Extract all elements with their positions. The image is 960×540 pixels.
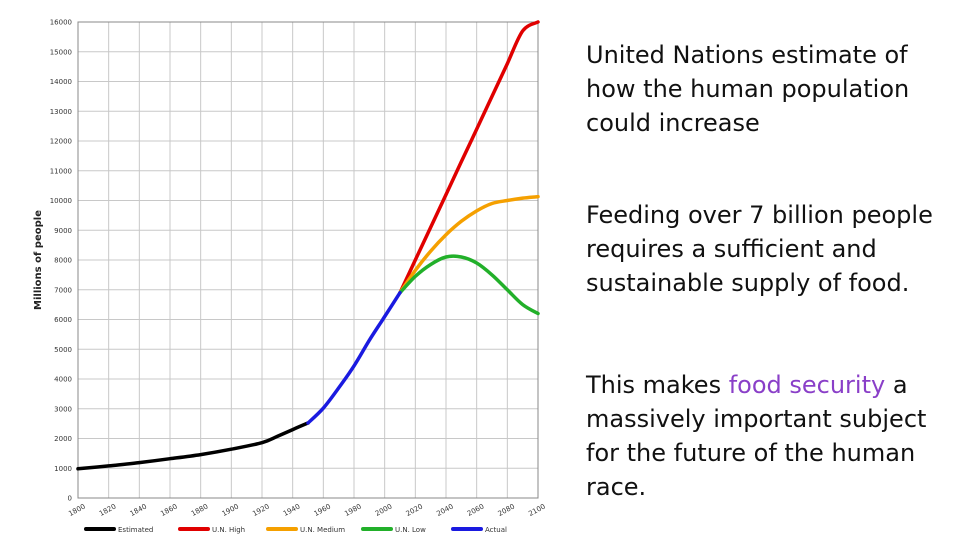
y-tick-label: 3000 [54,405,72,413]
y-tick-label: 10000 [50,197,72,205]
x-tick-label: 2000 [374,503,393,518]
y-tick-label: 12000 [50,138,72,146]
food-security-highlight: food security [728,371,886,399]
x-tick-label: 1900 [221,503,240,518]
legend-label: U.N. High [212,526,245,534]
y-tick-label: 2000 [54,435,72,443]
y-tick-label: 9000 [54,227,72,235]
x-tick-label: 1840 [129,503,148,518]
y-axis-label: Millions of people [33,210,44,310]
population-chart: 0 1000 2000 3000 4000 5000 6000 7000 8000 9000 100… [33,19,547,535]
legend-label: Actual [485,526,507,534]
legend-label: U.N. Medium [300,526,345,534]
x-tick-label: 1940 [282,503,301,518]
x-tick-label: 2020 [405,503,424,518]
y-tick-label: 0 [68,495,72,503]
p3-after: a massively important subject for the fu… [586,371,927,501]
x-tick-label: 1880 [190,503,209,518]
chart-grid [77,21,539,499]
x-tick-label: 1860 [159,503,178,518]
legend-label: Estimated [118,526,153,534]
x-tick-label: 2080 [497,503,516,518]
y-tick-label: 14000 [50,78,72,86]
series-line-estimated [76,421,310,471]
y-tick-label: 11000 [50,167,72,175]
series-line-u-n-low [398,254,540,316]
chart-lines [76,20,540,471]
y-tick-label: 16000 [50,19,72,27]
p3-before: This makes [586,371,729,399]
x-tick-label: 1800 [67,503,86,518]
x-tick-label: 1820 [98,503,117,518]
y-tick-label: 1000 [54,465,72,473]
series-line-actual [306,290,402,425]
y-tick-label: 6000 [54,316,72,324]
y-tick-label: 8000 [54,257,72,265]
x-tick-label: 1980 [343,503,362,518]
series-line-u-n-medium [398,194,540,295]
y-tick-label: 4000 [54,376,72,384]
x-tick-label: 1960 [313,503,332,518]
paragraph-un-estimate: United Nations estimate of how the human… [586,41,910,137]
plot-frame [77,21,539,499]
y-tick-label: 7000 [54,286,72,294]
legend-label: U.N. Low [395,526,426,534]
x-tick-label: 1920 [251,503,270,518]
x-axis-ticks: 1800 1820 1840 1860 1880 1900 1920 1940 1960 1980… [67,503,546,518]
y-tick-label: 15000 [50,48,72,56]
x-tick-label: 2040 [435,503,454,518]
chart-legend: Estimated U.N. High U.N. Medium U.N. Low Act… [84,526,507,534]
paragraph-food-security: This makes food security a massively imp… [586,368,956,504]
x-tick-label: 2100 [527,503,546,518]
y-axis-ticks: 0 1000 2000 3000 4000 5000 6000 7000 8000 9000 100… [50,19,72,503]
series-line-u-n-high [398,20,540,295]
y-tick-label: 5000 [54,346,72,354]
y-tick-label: 13000 [50,108,72,116]
paragraph-feeding: Feeding over 7 billion people requires a… [586,201,933,297]
x-tick-label: 2060 [466,503,485,518]
text-column: United Nations estimate of how the human… [586,38,956,504]
